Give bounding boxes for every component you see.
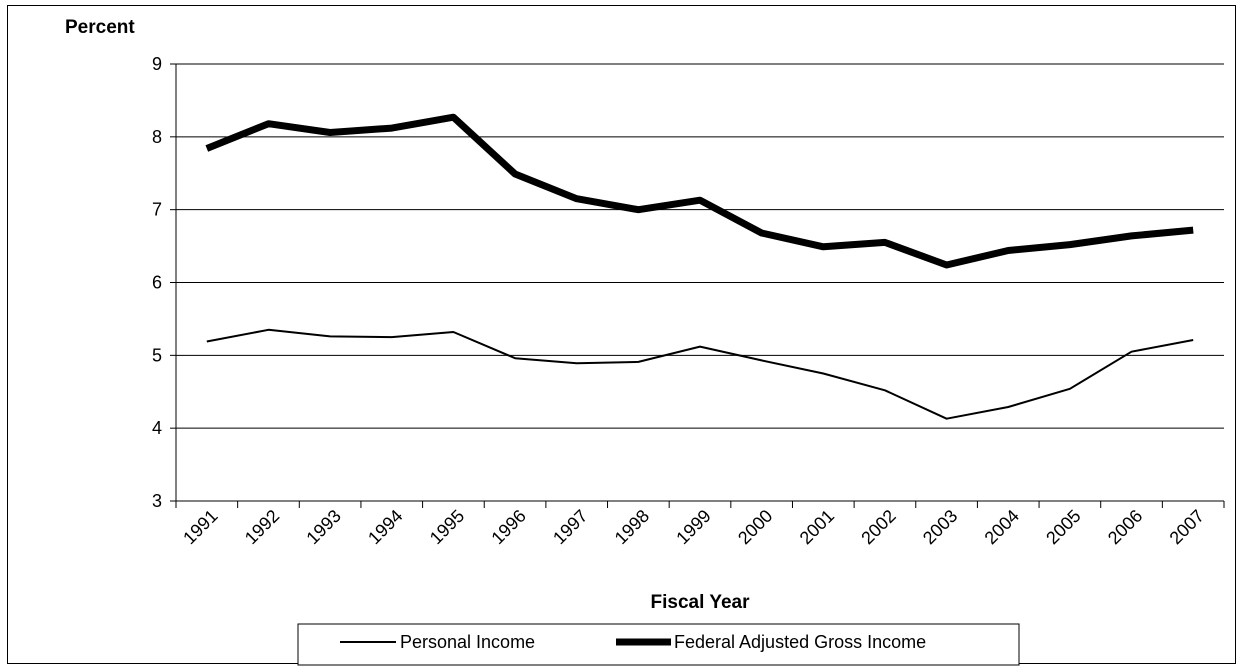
data-point-personal-income-1996	[513, 356, 517, 360]
data-point-personal-income-2007	[1191, 338, 1195, 342]
data-point-federal-agi-1999	[698, 198, 702, 202]
gridlines	[176, 63, 1224, 429]
y-tick-label: 4	[152, 418, 162, 438]
y-axis: 3 4 5 6 7 8 9	[152, 54, 177, 511]
data-point-personal-income-2003	[945, 417, 949, 421]
x-tick-label: 2005	[1042, 506, 1084, 548]
y-tick-label: 6	[152, 273, 162, 293]
legend-label-personal-income: Personal Income	[400, 632, 535, 652]
y-axis-label: Percent	[65, 17, 135, 38]
data-point-personal-income-1995	[451, 330, 455, 334]
x-axis-label: Fiscal Year	[651, 592, 751, 613]
data-point-federal-agi-2005	[1068, 243, 1072, 247]
y-tick-label: 9	[152, 54, 162, 74]
x-tick-label: 1997	[549, 506, 591, 548]
data-point-federal-agi-2001	[821, 245, 825, 249]
x-tick-label: 2003	[919, 506, 961, 548]
x-tick-label: 2001	[796, 506, 838, 548]
y-tick-label: 5	[152, 345, 162, 365]
chart-frame	[7, 5, 1236, 664]
data-point-federal-agi-2000	[760, 231, 764, 235]
x-tick-label: 1994	[364, 506, 406, 548]
x-tick-label: 2007	[1166, 506, 1208, 548]
x-tick-label: 1991	[179, 506, 221, 548]
data-point-federal-agi-1995	[451, 115, 455, 119]
x-tick-label: 1993	[302, 506, 344, 548]
data-point-federal-agi-1993	[328, 130, 332, 134]
data-point-federal-agi-1992	[266, 122, 270, 126]
data-point-personal-income-1992	[266, 328, 270, 332]
series-line-personal-income	[206, 328, 1194, 420]
x-tick-label: 2000	[734, 506, 776, 548]
x-tick-label: 1995	[426, 506, 468, 548]
data-point-federal-agi-2007	[1191, 228, 1195, 232]
data-point-personal-income-1998	[636, 360, 640, 364]
series-line-federal-agi	[205, 113, 1194, 269]
data-point-federal-agi-1994	[390, 126, 394, 130]
x-axis: 1991 1992 1993 1994 1995 1996 1997 1998 1999 2000…	[175, 500, 1225, 548]
data-point-personal-income-1993	[328, 334, 332, 338]
data-point-federal-agi-2003	[945, 263, 949, 267]
x-tick-label: 1999	[672, 506, 714, 548]
y-tick-label: 7	[152, 200, 162, 220]
data-point-personal-income-2004	[1006, 405, 1010, 409]
x-tick-label: 1996	[487, 506, 529, 548]
data-point-personal-income-1991	[205, 339, 209, 343]
data-point-personal-income-2001	[821, 372, 825, 376]
series-lines	[205, 113, 1195, 421]
data-point-federal-agi-2006	[1130, 234, 1134, 238]
data-point-federal-agi-1991	[205, 146, 209, 150]
data-point-personal-income-2000	[760, 358, 764, 362]
data-point-federal-agi-1996	[513, 172, 517, 176]
x-tick-label: 1992	[241, 506, 283, 548]
data-point-federal-agi-2004	[1006, 248, 1010, 252]
legend-label-federal-agi: Federal Adjusted Gross Income	[674, 632, 926, 652]
data-point-personal-income-1997	[575, 361, 579, 365]
y-tick-label: 8	[152, 127, 162, 147]
x-tick-label: 2006	[1104, 506, 1146, 548]
data-point-federal-agi-2002	[883, 240, 887, 244]
data-point-personal-income-1999	[698, 345, 702, 349]
data-point-personal-income-2005	[1068, 387, 1072, 391]
data-point-personal-income-1994	[390, 335, 394, 339]
y-tick-label: 3	[152, 491, 162, 511]
data-point-personal-income-2006	[1130, 350, 1134, 354]
x-tick-label: 1998	[611, 506, 653, 548]
data-point-personal-income-2002	[883, 388, 887, 392]
data-point-federal-agi-1997	[575, 197, 579, 201]
legend: Personal Income Federal Adjusted Gross I…	[297, 623, 1020, 666]
x-tick-label: 2004	[981, 506, 1023, 548]
x-tick-label: 2002	[857, 506, 899, 548]
data-point-federal-agi-1998	[636, 208, 640, 212]
